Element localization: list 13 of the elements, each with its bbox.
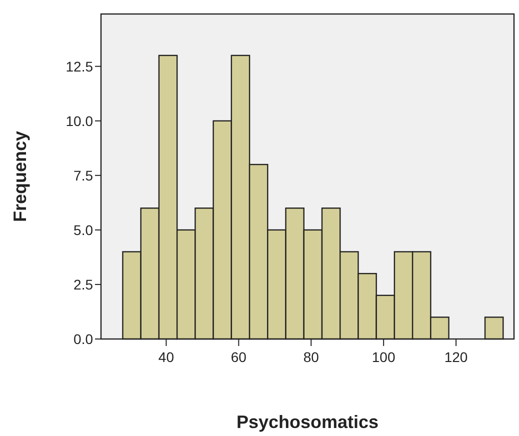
- y-tick-label: 12.5: [66, 58, 94, 74]
- y-tick-label: 5.0: [74, 222, 94, 238]
- x-tick-label: 100: [372, 349, 396, 365]
- y-tick-label: 10.0: [66, 112, 94, 129]
- y-axis-title: Frequency: [10, 130, 30, 222]
- x-tick-label: 40: [158, 349, 174, 365]
- x-tick-label: 120: [444, 349, 468, 365]
- y-tick-label: 0.0: [74, 331, 94, 347]
- y-tick-label: 2.5: [74, 276, 94, 292]
- x-tick-label: 80: [303, 349, 320, 365]
- x-axis-title: Psychosomatics: [236, 412, 379, 432]
- x-tick-label: 60: [230, 349, 247, 365]
- y-tick-label: 7.5: [74, 167, 94, 184]
